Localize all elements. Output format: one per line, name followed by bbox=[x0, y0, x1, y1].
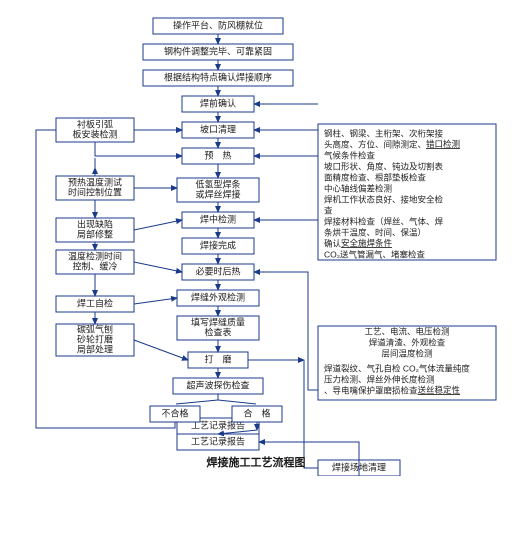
info1-line: 气候条件检查 bbox=[324, 150, 376, 160]
info2-line: 焊道裂纹、气孔自检 CO₂气体流量纯度 bbox=[324, 363, 470, 373]
main-step-8-label: 焊接完成 bbox=[200, 239, 236, 250]
info1-line: CO₂送气管漏气、堵塞检查 bbox=[324, 249, 426, 259]
left-box-5-label: 砂轮打磨 bbox=[77, 333, 113, 344]
main-step-11-label: 检查表 bbox=[204, 326, 231, 337]
info2-line: 工艺、电流、电压检测 bbox=[364, 326, 449, 336]
info1-line: 钢柱、钢梁、主桁架、次桁架接 bbox=[324, 128, 444, 138]
left-box-0-label: 板安装检测 bbox=[72, 128, 117, 139]
left-box-5-label: 碳弧气刨 bbox=[77, 323, 113, 334]
left-box-3-label: 温度检测时间 bbox=[68, 250, 122, 261]
left-box-2-label: 局部修整 bbox=[77, 228, 113, 239]
main-step-6-label: 或焊丝焊接 bbox=[195, 188, 240, 199]
main-step-14-label: 工艺记录报告 bbox=[191, 435, 245, 446]
left-box-2-label: 出现缺陷 bbox=[77, 218, 113, 229]
left-box-3-label: 控制、缓冷 bbox=[72, 260, 117, 271]
left-box-0-label: 衬板引弧 bbox=[77, 118, 113, 129]
info2-line: 、导电嘴保护罩磨损检查送丝稳定性 bbox=[324, 385, 461, 395]
info1-line: 坡口形状、角度、钝边及切割表 bbox=[324, 161, 444, 171]
info2-line: 压力检测、焊丝外伸长度检测 bbox=[324, 374, 435, 384]
main-step-9-label: 必要时后热 bbox=[195, 265, 240, 276]
decision-pass-label: 合 格 bbox=[243, 407, 270, 418]
left-box-1-label: 预热温度测试 bbox=[68, 176, 122, 187]
left-box-4-label: 焊工自检 bbox=[77, 297, 113, 308]
main-step-4-label: 坡口清理 bbox=[200, 123, 236, 134]
info1-line: 头高度、方位、间隙测定、错口检测 bbox=[324, 139, 460, 149]
info1-line: 中心轴线偏差检测 bbox=[324, 183, 392, 193]
info1-line: 确认安全施焊条件 bbox=[324, 238, 393, 248]
decision-fail-label: 不合格 bbox=[161, 407, 188, 418]
info1-line: 面精度检查、根部垫板检查 bbox=[324, 172, 427, 182]
info1-line: 焊机工作状态良好、接地安全检 bbox=[324, 194, 444, 204]
left-box-5-label: 局部处理 bbox=[77, 343, 113, 354]
main-step-6-label: 低氢型焊条 bbox=[195, 178, 240, 189]
main-step-7-label: 焊中检测 bbox=[200, 213, 236, 224]
info2-line: 焊道清渣、外观检查 bbox=[369, 337, 446, 347]
info2-line: 层间温度检测 bbox=[381, 348, 432, 358]
main-step-10-label: 焊缝外观检测 bbox=[191, 291, 245, 302]
info1-line: 条烘干温度、时间、保温） bbox=[324, 227, 426, 237]
info1-line: 查 bbox=[324, 205, 333, 215]
main-step-2-label: 根据结构特点确认焊接顺序 bbox=[164, 71, 272, 82]
main-step-5-label: 预 热 bbox=[204, 149, 231, 160]
main-step-12-label: 打 磨 bbox=[204, 353, 231, 364]
main-step-11-label: 填写焊缝质量 bbox=[191, 316, 245, 327]
main-step-1-label: 钢构件调整完毕、可靠紧固 bbox=[164, 45, 272, 56]
info1-line: 焊接材料检查（焊丝、气体、焊 bbox=[324, 216, 444, 226]
main-step-13-label: 超声波探伤检查 bbox=[186, 379, 249, 390]
flowchart-canvas: 操作平台、防风棚就位钢构件调整完毕、可靠紧固根据结构特点确认焊接顺序焊前确认坡口… bbox=[8, 8, 504, 476]
diagram-title: 焊接施工工艺流程图 bbox=[207, 455, 306, 469]
main-step-3-label: 焊前确认 bbox=[200, 97, 236, 108]
left-box-1-label: 时间控制位置 bbox=[68, 186, 122, 197]
main-step-0-label: 操作平台、防风棚就位 bbox=[173, 19, 263, 30]
